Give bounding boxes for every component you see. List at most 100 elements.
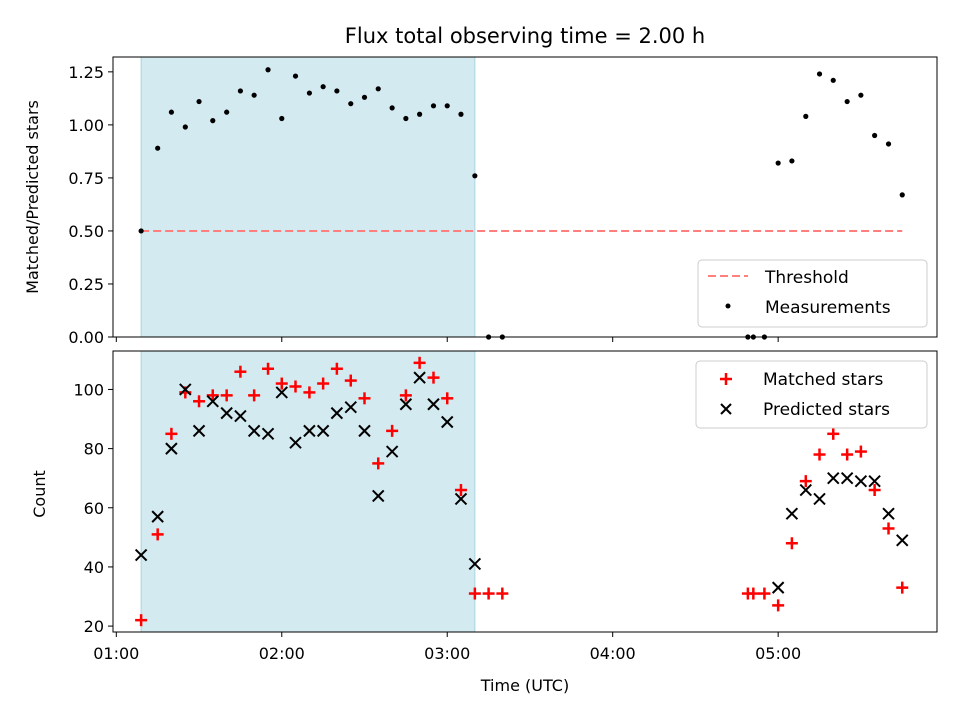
measurement-point [210,118,216,124]
legend-matched-label: Matched stars [763,370,883,390]
predicted-star-point [427,398,440,411]
x-tick-label: 01:00 [93,644,139,663]
legend-predicted-swatch [720,403,732,415]
measurement-point [237,88,244,94]
matched-star-point [399,389,412,402]
predicted-star-point [882,507,895,520]
predicted-star-point [468,557,482,571]
measurement-point [458,111,464,117]
measurement-point [361,94,368,100]
bottom-y-tick-label: 60 [84,499,104,518]
predicted-star-point [316,424,330,438]
measurement-point [844,98,850,105]
predicted-star-point [413,371,426,384]
predicted-star-point [441,415,454,429]
predicted-star-point [134,548,148,562]
predicted-star-point [206,395,219,408]
matched-star-point [220,389,233,402]
predicted-star-point [399,398,413,411]
matched-star-point [330,362,343,375]
measurement-point [472,173,478,179]
matched-star-point [289,380,302,393]
matched-star-point [151,528,164,541]
measurement-point [789,158,795,164]
x-tick-label: 03:00 [424,644,470,663]
top-plot-frame [112,56,938,338]
top-y-tick-label: 0.50 [68,222,104,241]
predicted-star-point [840,471,854,485]
top-y-tick-label: 0.25 [68,275,104,294]
x-tick-label: 04:00 [590,644,636,663]
matched-star-point [785,537,798,550]
matched-star-point [303,386,316,399]
matched-star-point [758,587,771,600]
measurement-point [251,92,257,98]
predicted-star-point [261,427,275,441]
matched-star-point [262,362,275,375]
bottom-y-tick-label: 80 [84,440,104,459]
matched-star-point [882,522,895,535]
legend-predicted-label: Predicted stars [763,400,890,420]
top-legend: Threshold Measurements [697,259,928,328]
predicted-star-point [854,474,868,488]
matched-star-point [317,377,330,390]
predicted-star-point [896,534,909,547]
measurement-point [306,90,313,96]
bottom-legend: Matched stars Predicted stars [695,360,928,429]
matched-star-point [248,389,261,402]
predicted-star-point [220,406,233,420]
matched-star-point [358,392,371,405]
legend-measurements-swatch [725,303,731,309]
top-legend-box [697,259,928,328]
measurement-point [182,124,188,130]
x-tick-label: 02:00 [259,644,305,663]
matched-star-point [427,371,440,384]
legend-matched-swatch [720,373,732,385]
matched-star-point [854,445,867,458]
measurement-point [885,141,892,147]
top-y-tick-label: 0.75 [68,169,104,188]
measurement-point [899,192,905,198]
matched-star-point [772,599,785,612]
measurement-point [403,115,409,122]
matched-star-point [827,427,840,440]
matched-star-point [275,377,288,390]
predicted-star-point [234,409,247,423]
matched-star-point [413,356,426,369]
bottom-y-tick-label: 20 [84,617,104,636]
matched-star-point [234,365,247,378]
measurement-point [375,86,381,92]
predicted-star-point [372,489,385,503]
measurement-point [320,84,326,90]
predicted-star-point [275,386,288,399]
measurement-point [196,98,202,105]
measurement-point [279,115,285,122]
matched-star-point [372,457,385,470]
predicted-stars-points [134,371,909,594]
top-y-axis: 0.00 0.25 0.50 0.75 1.00 1.25 [68,63,113,347]
matched-stars-points [135,356,909,627]
measurement-point [872,132,878,139]
measurement-point [816,71,823,77]
matched-star-point [441,392,454,405]
predicted-star-point [785,507,799,520]
measurement-point [348,101,354,107]
matched-star-point [841,448,854,461]
x-axis-label: Time (UTC) [480,676,569,695]
matched-star-point [482,587,495,600]
predicted-star-point [344,400,357,414]
predicted-star-point [385,445,399,458]
top-y-tick-label: 0.00 [68,328,104,347]
matched-star-point [454,484,467,497]
matched-star-point [496,587,509,600]
matched-star-point [468,587,481,600]
top-x-ticks [115,337,779,342]
legend-threshold-label: Threshold [764,268,849,288]
matched-star-point [206,389,219,402]
bottom-x-axis: 01:00 02:00 03:00 04:00 05:00 [93,632,801,663]
bottom-plot-frame [112,350,938,633]
matched-star-point [193,395,206,408]
predicted-star-point [289,436,302,449]
top-panel: 0.00 0.25 0.50 0.75 1.00 1.25 Matched/Predict… [23,56,938,347]
